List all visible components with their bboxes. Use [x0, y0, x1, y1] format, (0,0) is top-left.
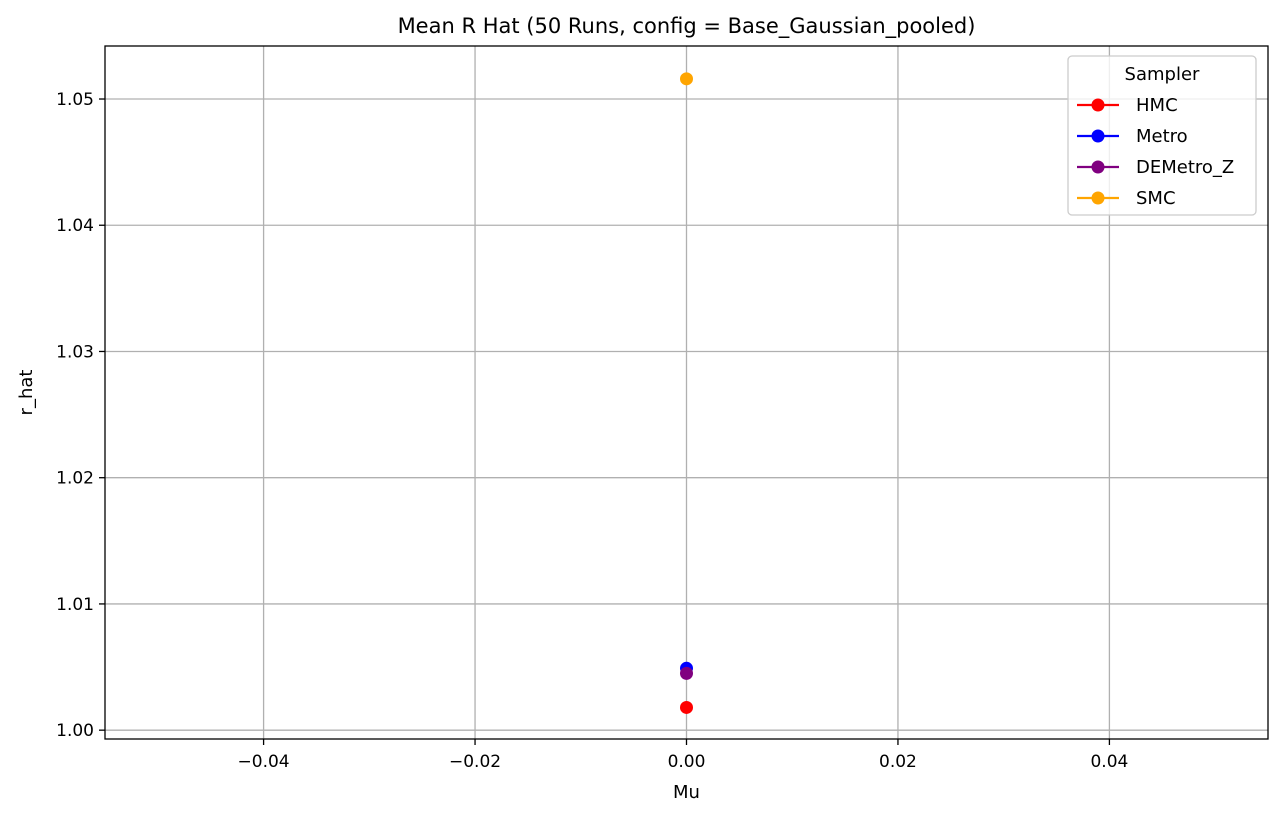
legend-marker: [1091, 191, 1105, 205]
legend-marker: [1091, 129, 1105, 143]
y-tick-label: 1.03: [56, 342, 94, 362]
y-tick-label: 1.04: [56, 216, 94, 236]
x-tick-label: 0.04: [1090, 752, 1128, 772]
y-axis-label: r_hat: [16, 370, 37, 416]
x-tick-label: 0.02: [879, 752, 917, 772]
series-demetro-z: [680, 666, 693, 680]
legend-entry: Metro: [1077, 126, 1188, 147]
legend-marker: [1091, 98, 1105, 112]
series-hmc: [680, 700, 693, 714]
legend-entry: HMC: [1077, 95, 1178, 116]
legend-label: SMC: [1136, 188, 1176, 209]
legend-label: Metro: [1136, 126, 1188, 147]
legend-title: Sampler: [1125, 64, 1200, 85]
x-tick-label: −0.04: [238, 752, 290, 772]
x-axis-label: Mu: [673, 782, 700, 803]
x-tick-label: 0.00: [668, 752, 706, 772]
y-tick-label: 1.00: [56, 721, 94, 741]
legend-box: [1067, 55, 1257, 216]
grid-layer: [105, 46, 1268, 739]
tick-layer: −0.04 −0.02 0.00 0.02 0.04 1.00 1.01 1.02 1.03 1.…: [56, 90, 1128, 772]
chart-title: Mean R Hat (50 Runs, config = Base_Gauss…: [398, 14, 976, 39]
legend-label: DEMetro_Z: [1136, 157, 1234, 178]
legend-entry: SMC: [1077, 188, 1176, 209]
y-tick-label: 1.05: [56, 90, 94, 110]
legend-entries: HMC Metro DEMetro_Z SMC: [1077, 95, 1234, 209]
y-tick-label: 1.02: [56, 469, 94, 489]
series-smc: [680, 72, 693, 86]
y-tick-label: 1.01: [56, 595, 94, 615]
legend-label: HMC: [1136, 95, 1178, 116]
legend-entry: DEMetro_Z: [1077, 157, 1234, 178]
data-point: [680, 700, 693, 714]
data-point: [680, 72, 693, 86]
series-layer: [680, 72, 693, 714]
legend: Sampler HMC Metro DEMetro_Z SMC: [1067, 55, 1257, 216]
x-tick-label: −0.02: [449, 752, 501, 772]
legend-marker: [1091, 160, 1105, 174]
data-point: [680, 666, 693, 680]
